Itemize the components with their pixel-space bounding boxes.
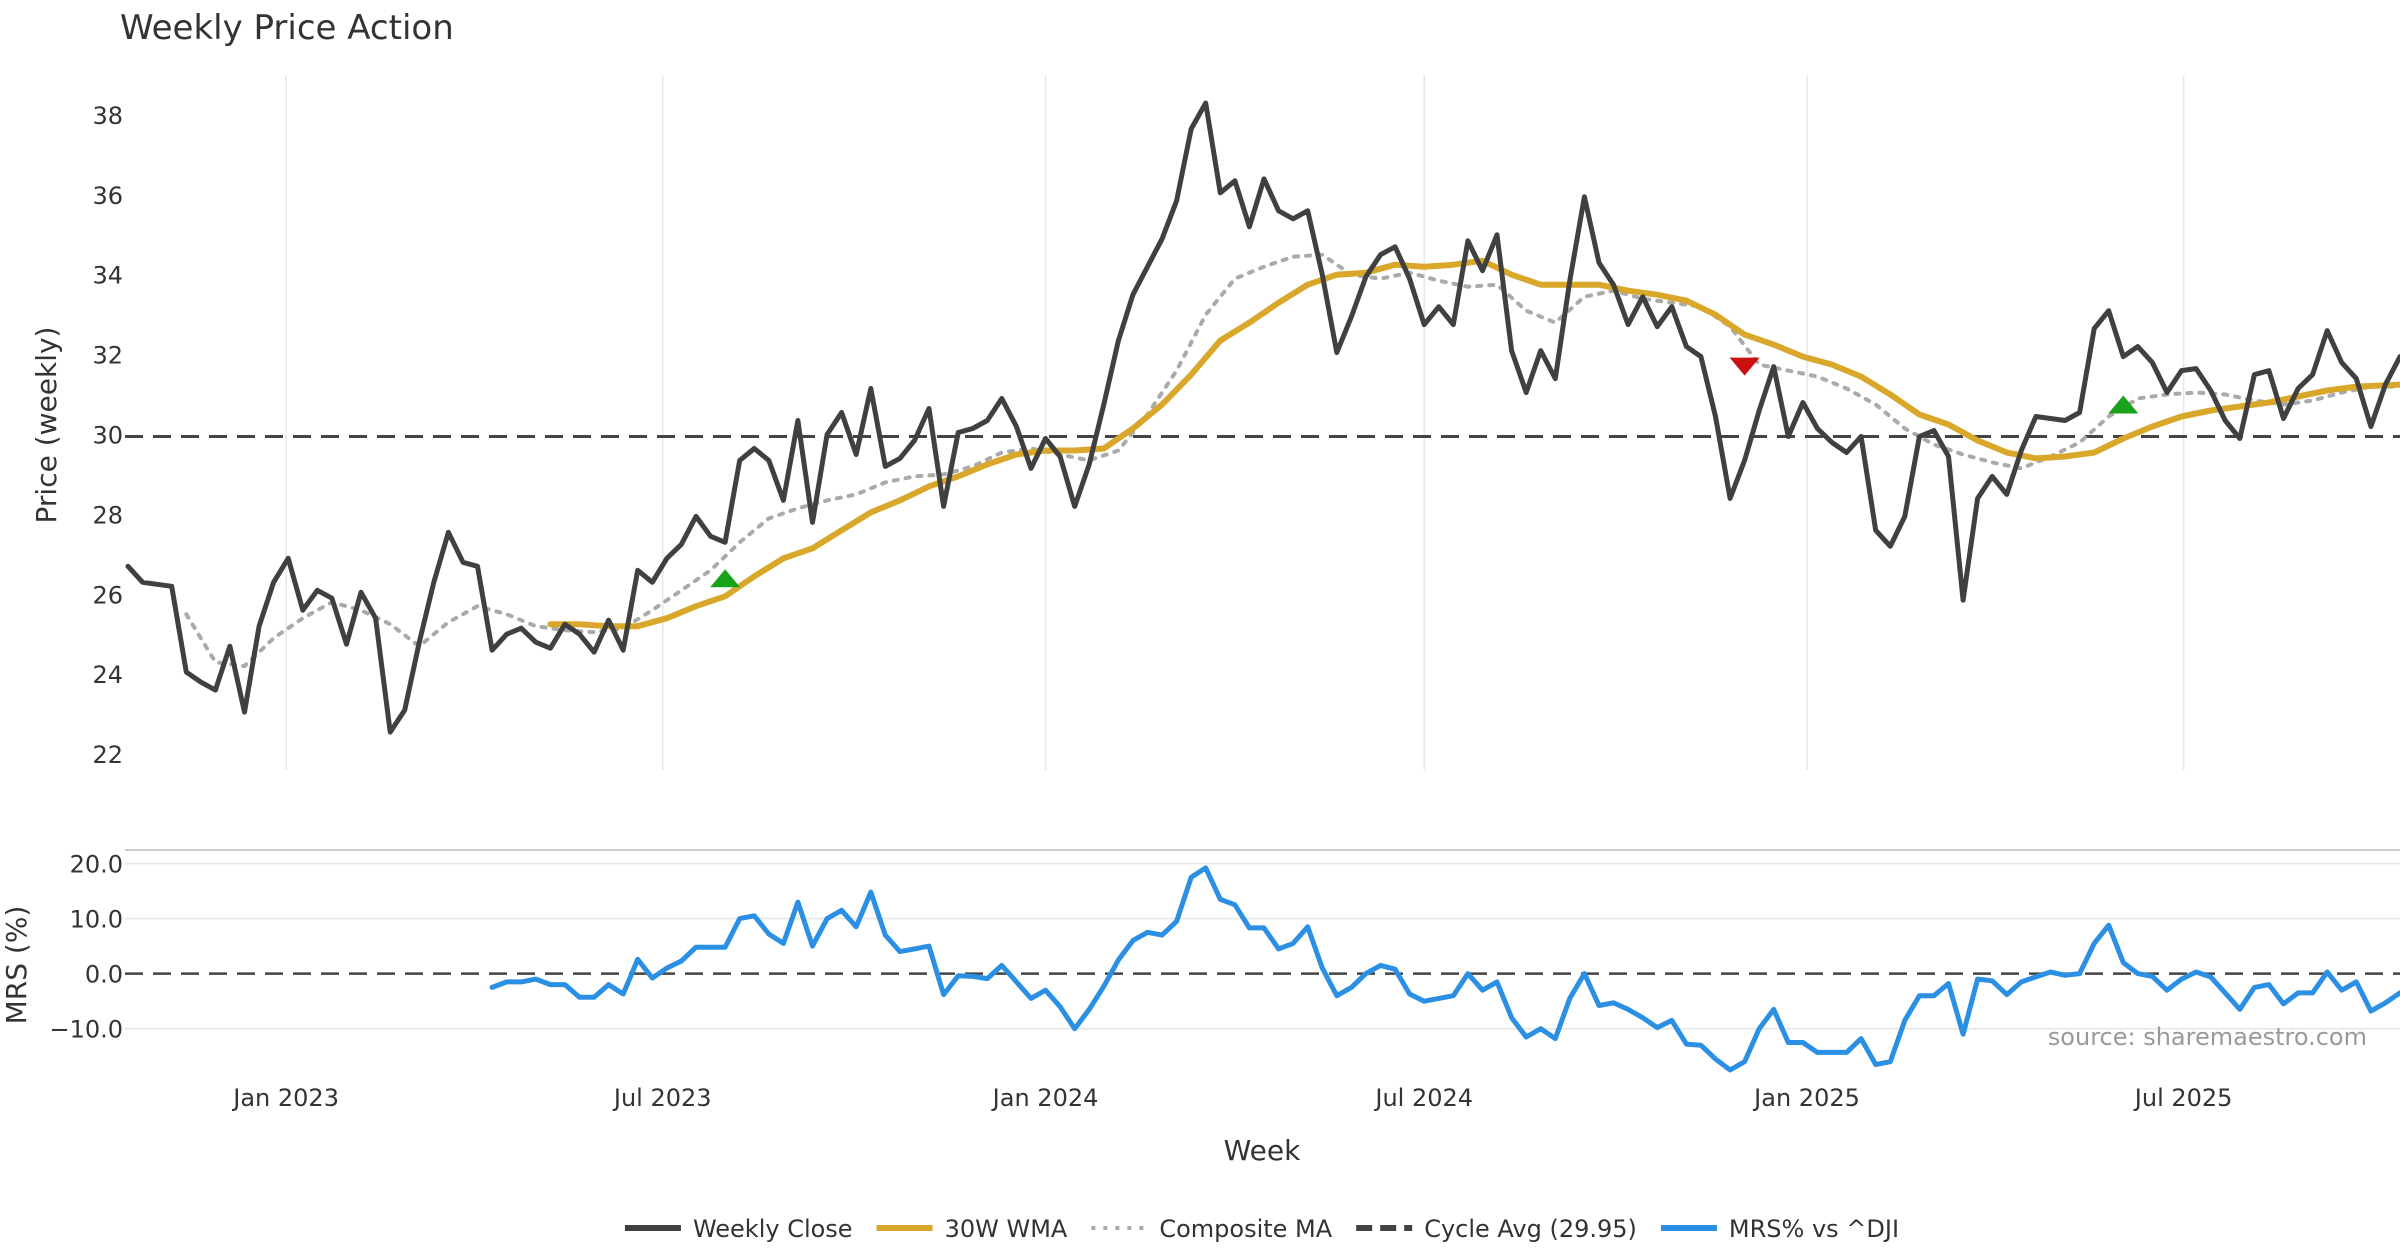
price-y-tick-5: 32 — [92, 342, 123, 370]
mrs-y-tick-2: 0.0 — [85, 961, 123, 989]
series-weekly-close-line — [125, 100, 2400, 735]
legend-label-4: MRS% vs ^DJI — [1729, 1215, 1899, 1243]
buy-signal-marker-2 — [2108, 395, 2139, 414]
mrs-grid — [125, 862, 2400, 1030]
price-y-label: Price (weekly) — [30, 327, 63, 524]
legend-item-0: Weekly Close — [624, 1215, 853, 1243]
price-series — [125, 100, 2400, 735]
legend-item-1: 30W WMA — [876, 1215, 1068, 1243]
price-y-tick-3: 28 — [92, 501, 123, 529]
price-grid — [285, 75, 2185, 770]
price-panel: 22 24 26 28 30 32 34 36 38 Price (weekly) — [30, 75, 2400, 770]
mrs-y-label: MRS (%) — [0, 906, 33, 1025]
price-y-tick-2: 26 — [92, 581, 123, 609]
legend-label-1: 30W WMA — [945, 1215, 1068, 1243]
sell-signal-marker-1 — [1729, 357, 1760, 376]
price-y-tick-7: 36 — [92, 182, 123, 210]
x-tick-4: Jan 2025 — [1752, 1084, 1860, 1112]
price-y-tick-8: 38 — [92, 102, 123, 130]
mrs-y-ticks: 20.0 10.0 0.0 −10.0 — [49, 851, 123, 1044]
mrs-y-tick-1: 10.0 — [70, 906, 123, 934]
legend-item-4: MRS% vs ^DJI — [1660, 1215, 1899, 1243]
x-tick-5: Jul 2025 — [2133, 1084, 2233, 1112]
source-label: source: sharemaestro.com — [2048, 1023, 2367, 1051]
legend-label-3: Cycle Avg (29.95) — [1424, 1215, 1637, 1243]
mrs-y-tick-3: −10.0 — [49, 1016, 123, 1044]
buy-signal-marker-0 — [710, 569, 741, 588]
mrs-y-tick-0: 20.0 — [70, 851, 123, 879]
legend: Weekly Close 30W WMA Composite MA Cycle Avg… — [624, 1215, 1899, 1243]
price-y-ticks: 22 24 26 28 30 32 34 36 38 — [92, 102, 123, 769]
price-y-tick-6: 34 — [92, 262, 123, 290]
x-axis-label: Week — [1224, 1134, 1301, 1167]
legend-label-2: Composite MA — [1159, 1215, 1332, 1243]
x-tick-3: Jul 2024 — [1373, 1084, 1473, 1112]
signal-markers — [710, 357, 2139, 588]
legend-label-0: Weekly Close — [693, 1215, 853, 1243]
x-tick-0: Jan 2023 — [231, 1084, 339, 1112]
legend-item-3: Cycle Avg (29.95) — [1356, 1215, 1637, 1243]
price-y-tick-0: 22 — [92, 741, 123, 769]
chart-title: Weekly Price Action — [120, 8, 454, 48]
series-mrs-line-0 — [489, 865, 2400, 1073]
x-tick-2: Jan 2024 — [991, 1084, 1099, 1112]
series-composite-ma-line — [184, 252, 2400, 669]
x-tick-1: Jul 2023 — [612, 1084, 712, 1112]
price-y-tick-1: 24 — [92, 661, 123, 689]
legend-item-2: Composite MA — [1091, 1215, 1333, 1243]
mrs-panel: 20.0 10.0 0.0 −10.0 MRS (%) source: sharema… — [0, 851, 2400, 1073]
price-y-tick-4: 30 — [92, 421, 123, 449]
x-axis-ticks: Jan 2023 Jul 2023 Jan 2024 Jul 2024 Jan 2025… — [231, 1084, 2232, 1112]
series-30w-wma-line — [547, 257, 2400, 630]
mrs-series — [489, 865, 2400, 1073]
